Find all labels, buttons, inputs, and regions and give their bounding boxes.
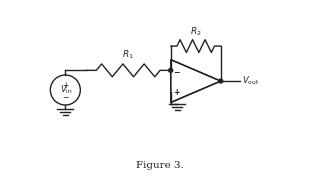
Text: $V_{\mathrm{out}}$: $V_{\mathrm{out}}$ bbox=[242, 75, 259, 87]
Text: $-$: $-$ bbox=[173, 66, 181, 75]
Text: $+$: $+$ bbox=[173, 87, 181, 97]
Text: $+$: $+$ bbox=[173, 87, 181, 97]
Text: $+$: $+$ bbox=[61, 80, 69, 90]
Circle shape bbox=[219, 79, 223, 83]
Text: $R_2$: $R_2$ bbox=[190, 26, 202, 38]
Text: $V_{\mathrm{in}}$: $V_{\mathrm{in}}$ bbox=[60, 84, 72, 96]
Text: $-$: $-$ bbox=[173, 66, 181, 75]
Circle shape bbox=[169, 68, 173, 72]
Text: $-$: $-$ bbox=[61, 92, 69, 101]
Text: $R_1$: $R_1$ bbox=[122, 49, 134, 61]
Text: Figure 3.: Figure 3. bbox=[136, 161, 184, 170]
